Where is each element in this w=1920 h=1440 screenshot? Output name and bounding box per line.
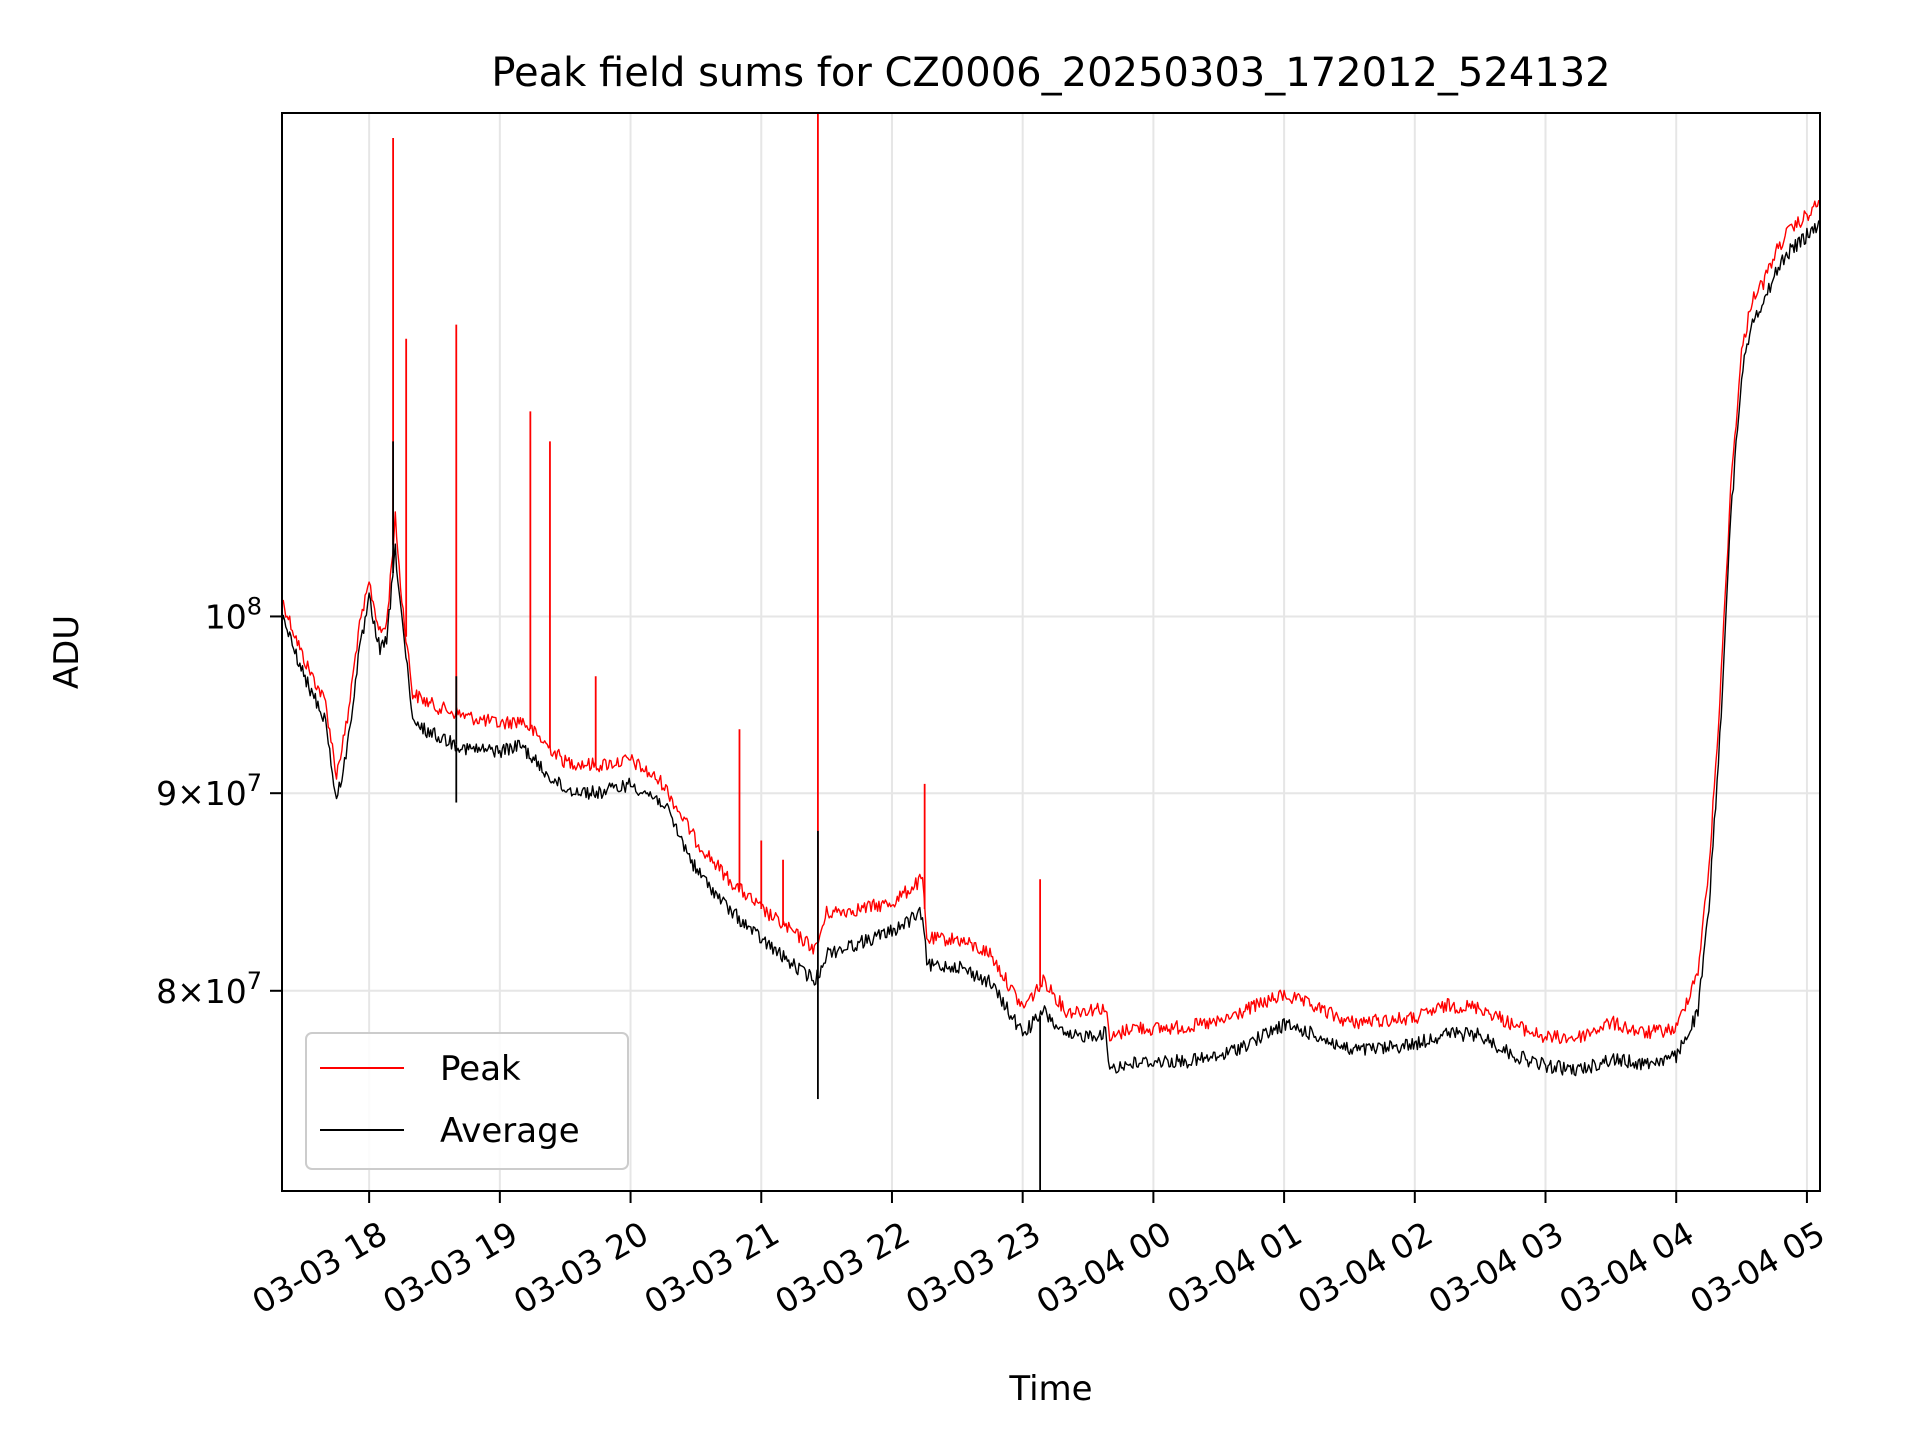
series-line-average	[282, 220, 1820, 1077]
series-line-peak	[282, 200, 1820, 1045]
legend-label-peak: Peak	[440, 1049, 521, 1089]
grid	[282, 113, 1820, 1191]
y-tick-label: 8×107	[156, 967, 262, 1011]
x-axis-label: Time	[1008, 1369, 1092, 1409]
y-tick-label: 108	[205, 592, 262, 636]
y-axis: 8×107 9×107 108	[156, 592, 282, 1011]
series-layer	[282, 113, 1820, 1191]
legend: Peak Average	[305, 1032, 629, 1170]
chart-title: Peak field sums for CZ0006_20250303_1720…	[491, 50, 1610, 96]
legend-label-average: Average	[440, 1111, 580, 1151]
y-tick-label: 9×107	[156, 769, 262, 813]
y-axis-label: ADU	[47, 615, 87, 689]
plot-frame	[281, 112, 1821, 1192]
